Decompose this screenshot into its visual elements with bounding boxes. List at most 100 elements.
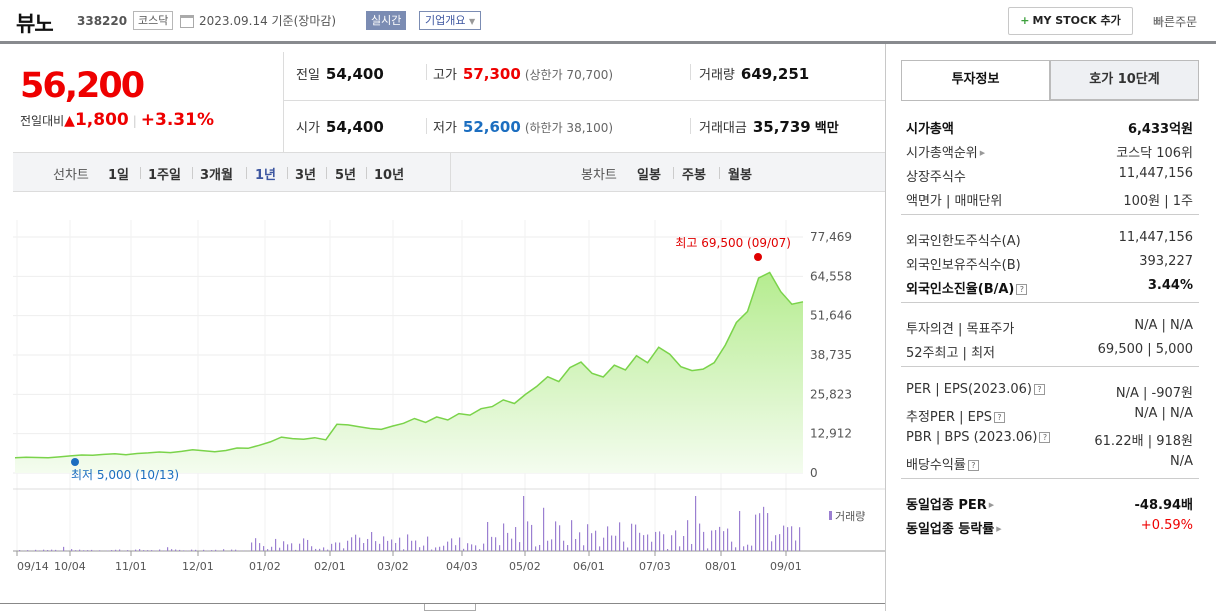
volume-bar: [407, 534, 409, 551]
range-10y[interactable]: 10년: [374, 168, 405, 183]
volume-bar: [579, 532, 581, 551]
volume-bar: [415, 540, 417, 551]
volume-bar: [647, 534, 649, 551]
volume-bar: [555, 521, 557, 551]
info-value: 11,447,156: [1118, 230, 1193, 245]
help-icon[interactable]: ?: [967, 460, 979, 471]
tab-orderbook[interactable]: 호가 10단계: [1050, 60, 1199, 100]
volume-bar: [443, 545, 445, 551]
info-label-text: 시가총액: [906, 122, 954, 137]
x-tick-label: 11/01: [115, 560, 147, 573]
info-value: N/A | N/A: [1134, 406, 1193, 421]
range-1w[interactable]: 1주일: [148, 168, 181, 183]
volume-bar: [527, 521, 529, 551]
volume-bar: [631, 523, 633, 551]
volume-bar: [351, 537, 353, 551]
volume-bar: [703, 531, 705, 551]
volume-bar: [323, 547, 325, 551]
volume-bar: [391, 539, 393, 551]
help-icon[interactable]: ?: [1039, 432, 1051, 443]
volume-bar: [263, 546, 265, 551]
add-mystock-button[interactable]: + MY STOCK 추가: [1008, 7, 1133, 35]
volume-bar: [655, 531, 657, 551]
range-1d[interactable]: 1일: [108, 168, 130, 183]
volume-bar: [255, 538, 257, 551]
x-tick-label: 07/03: [639, 560, 671, 573]
stock-header: 뷰노 338220 코스닥 2023.09.14 기준(장마감) 실시간 기업개…: [0, 0, 1216, 44]
volume-bar: [699, 523, 701, 551]
volume-bar: [575, 538, 577, 551]
volume-bar: [339, 542, 341, 551]
scroll-handle[interactable]: [424, 604, 476, 611]
range-5y[interactable]: 5년: [335, 168, 357, 183]
info-row: 상장주식수 11,447,156: [906, 166, 1193, 186]
volume-bar: [499, 545, 501, 551]
range-1y[interactable]: 1년: [255, 168, 277, 183]
volume-bar: [75, 550, 77, 551]
volume-bar: [695, 496, 697, 551]
volume-bar: [143, 550, 145, 551]
day-high: 고가 57,300 (상한가 70,700): [433, 65, 614, 83]
trade-amount: 거래대금 35,739 백만: [699, 118, 839, 136]
info-value: 69,500 | 5,000: [1097, 342, 1193, 357]
info-label: 추정PER | EPS?: [906, 406, 1005, 425]
stock-name[interactable]: 뷰노: [16, 12, 54, 36]
volume-bar: [483, 543, 485, 551]
info-row: 외국인한도주식수(A) 11,447,156: [906, 230, 1193, 250]
price-chart[interactable]: 77,469 64,558 51,646 38,735 25,823 12,912 0 최고 …: [13, 220, 885, 600]
range-3m[interactable]: 3개월: [200, 168, 233, 183]
group-divider: [901, 214, 1199, 215]
volume-bar: [119, 549, 121, 551]
quick-order-link[interactable]: 빠른주문: [1153, 15, 1198, 29]
arrow-right-icon[interactable]: ▶: [988, 501, 995, 509]
info-label-text: 외국인보유주식수(B): [906, 258, 1021, 273]
info-label: 외국인소진율(B/A)?: [906, 278, 1028, 297]
volume-bar: [147, 550, 149, 551]
volume-bar: [251, 542, 253, 551]
volume-bar: [567, 545, 569, 551]
change-label: 전일대비: [20, 114, 65, 128]
volume-bar: [39, 550, 41, 551]
arrow-right-icon[interactable]: ▶: [979, 149, 986, 157]
volume-bar: [423, 545, 425, 551]
volume-bar: [551, 539, 553, 551]
volume-bar: [51, 549, 53, 551]
volume-bar: [419, 547, 421, 551]
volume-bar: [175, 549, 177, 551]
volume-bar: [643, 535, 645, 551]
volume-bar: [275, 538, 277, 551]
y-tick-label: 51,646: [810, 309, 852, 323]
realtime-button[interactable]: 실시간: [366, 11, 407, 30]
info-value: 코스닥 106위: [1116, 146, 1193, 161]
volume-bar: [43, 549, 45, 551]
company-overview-dropdown[interactable]: 기업개요 ▼: [419, 11, 482, 30]
volume-bar: [547, 540, 549, 551]
help-icon[interactable]: ?: [993, 412, 1005, 423]
open-price: 시가 54,400: [296, 118, 384, 136]
volume-bar: [683, 536, 685, 551]
candle-monthly[interactable]: 월봉: [728, 168, 752, 183]
volume-bar: [711, 530, 713, 551]
volume-bar: [279, 547, 281, 551]
volume-bar: [651, 541, 653, 551]
help-icon[interactable]: ?: [1033, 384, 1045, 395]
candle-daily[interactable]: 일봉: [637, 168, 661, 183]
high-marker: [754, 253, 762, 261]
arrow-right-icon[interactable]: ▶: [996, 525, 1002, 533]
volume-bar: [723, 531, 725, 551]
volume-bar: [139, 549, 141, 551]
tab-invest-info[interactable]: 투자정보: [901, 60, 1050, 100]
volume-bar: [347, 540, 349, 551]
info-row: PER | EPS(2023.06)? N/A | -907원: [906, 382, 1193, 402]
volume-bar: [755, 514, 757, 551]
candle-weekly[interactable]: 주봉: [682, 168, 706, 183]
volume-bar: [511, 538, 513, 551]
volume-bar: [607, 526, 609, 551]
volume-bar: [159, 549, 161, 551]
range-3y[interactable]: 3년: [295, 168, 317, 183]
info-label-text: 상장주식수: [906, 170, 966, 185]
info-label-text: 추정PER | EPS: [906, 410, 992, 425]
prev-close: 전일 54,400: [296, 65, 384, 83]
volume-bar: [135, 549, 137, 551]
help-icon[interactable]: ?: [1016, 284, 1028, 295]
